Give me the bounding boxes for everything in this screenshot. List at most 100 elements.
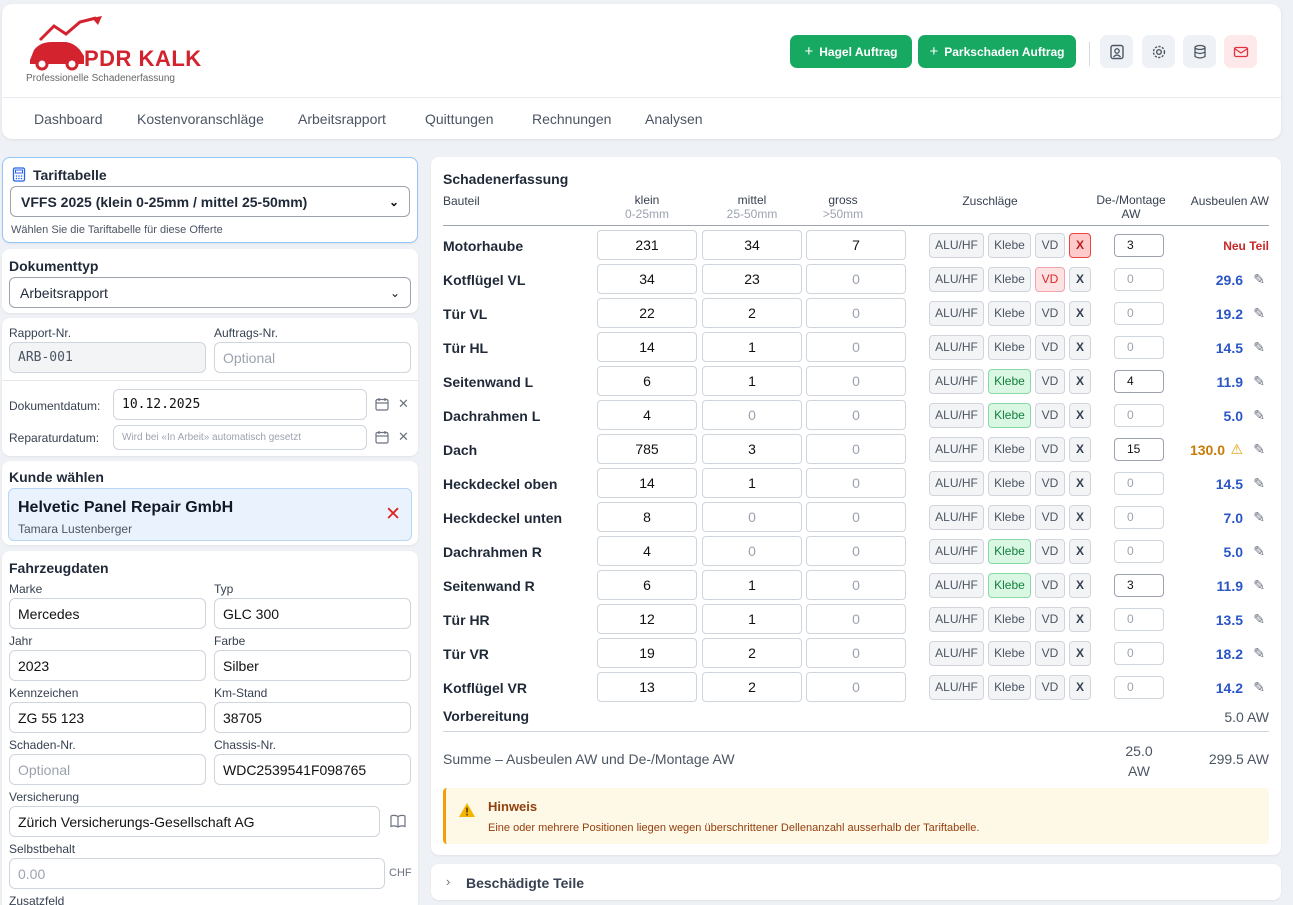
medium-dent-count[interactable]: 0 — [702, 400, 802, 430]
remove-customer-icon[interactable]: ✕ — [385, 504, 401, 525]
exclude-toggle[interactable]: X — [1069, 267, 1091, 292]
edit-pencil-icon[interactable]: ✎ — [1253, 373, 1265, 389]
doctype-select[interactable]: Arbeitsrapport ⌄ — [9, 277, 411, 308]
klebe-toggle[interactable]: Klebe — [988, 233, 1031, 258]
chassis-field[interactable]: WDC2539541F098765 — [214, 754, 411, 785]
alu-hf-toggle[interactable]: ALU/HF — [929, 437, 984, 462]
large-dent-count[interactable]: 0 — [806, 536, 906, 566]
km-field[interactable]: 38705 — [214, 702, 411, 733]
vd-toggle[interactable]: VD — [1035, 539, 1065, 564]
damage-nr-field[interactable]: Optional — [9, 754, 206, 785]
database-button[interactable] — [1183, 35, 1216, 68]
vd-toggle[interactable]: VD — [1035, 335, 1065, 360]
book-icon[interactable] — [390, 814, 406, 828]
mount-field[interactable]: 0 — [1114, 506, 1164, 529]
small-dent-count[interactable]: 14 — [597, 468, 697, 498]
large-dent-count[interactable]: 0 — [806, 400, 906, 430]
vd-toggle[interactable]: VD — [1035, 573, 1065, 598]
alu-hf-toggle[interactable]: ALU/HF — [929, 471, 984, 496]
klebe-toggle[interactable]: Klebe — [988, 573, 1031, 598]
medium-dent-count[interactable]: 2 — [702, 672, 802, 702]
order-nr-field[interactable]: Optional — [214, 342, 411, 373]
vd-toggle[interactable]: VD — [1035, 437, 1065, 462]
large-dent-count[interactable]: 0 — [806, 434, 906, 464]
exclude-toggle[interactable]: X — [1069, 233, 1091, 258]
alu-hf-toggle[interactable]: ALU/HF — [929, 539, 984, 564]
large-dent-count[interactable]: 0 — [806, 638, 906, 668]
klebe-toggle[interactable]: Klebe — [988, 607, 1031, 632]
medium-dent-count[interactable]: 1 — [702, 604, 802, 634]
small-dent-count[interactable]: 785 — [597, 434, 697, 464]
large-dent-count[interactable]: 0 — [806, 672, 906, 702]
doc-date-field[interactable]: 10.12.2025 — [113, 389, 367, 420]
edit-pencil-icon[interactable]: ✎ — [1253, 577, 1265, 593]
small-dent-count[interactable]: 22 — [597, 298, 697, 328]
exclude-toggle[interactable]: X — [1069, 505, 1091, 530]
alu-hf-toggle[interactable]: ALU/HF — [929, 573, 984, 598]
medium-dent-count[interactable]: 3 — [702, 434, 802, 464]
medium-dent-count[interactable]: 23 — [702, 264, 802, 294]
medium-dent-count[interactable]: 34 — [702, 230, 802, 260]
mount-field[interactable]: 3 — [1114, 234, 1164, 257]
klebe-toggle[interactable]: Klebe — [988, 505, 1031, 530]
small-dent-count[interactable]: 34 — [597, 264, 697, 294]
small-dent-count[interactable]: 8 — [597, 502, 697, 532]
klebe-toggle[interactable]: Klebe — [988, 335, 1031, 360]
alu-hf-toggle[interactable]: ALU/HF — [929, 403, 984, 428]
exclude-toggle[interactable]: X — [1069, 539, 1091, 564]
alu-hf-toggle[interactable]: ALU/HF — [929, 641, 984, 666]
mount-field[interactable]: 0 — [1114, 302, 1164, 325]
damaged-parts-accordion[interactable]: › Beschädigte Teile — [431, 864, 1281, 900]
mount-field[interactable]: 0 — [1114, 336, 1164, 359]
mount-field[interactable]: 4 — [1114, 370, 1164, 393]
klebe-toggle[interactable]: Klebe — [988, 471, 1031, 496]
nav-dashboard[interactable]: Dashboard — [34, 111, 103, 127]
exclude-toggle[interactable]: X — [1069, 403, 1091, 428]
edit-pencil-icon[interactable]: ✎ — [1253, 611, 1265, 627]
vd-toggle[interactable]: VD — [1035, 403, 1065, 428]
edit-pencil-icon[interactable]: ✎ — [1253, 271, 1265, 287]
exclude-toggle[interactable]: X — [1069, 437, 1091, 462]
alu-hf-toggle[interactable]: ALU/HF — [929, 505, 984, 530]
large-dent-count[interactable]: 0 — [806, 298, 906, 328]
alu-hf-toggle[interactable]: ALU/HF — [929, 233, 984, 258]
settings-button[interactable] — [1142, 35, 1175, 68]
mount-field[interactable]: 0 — [1114, 540, 1164, 563]
alu-hf-toggle[interactable]: ALU/HF — [929, 335, 984, 360]
medium-dent-count[interactable]: 2 — [702, 298, 802, 328]
large-dent-count[interactable]: 0 — [806, 604, 906, 634]
exclude-toggle[interactable]: X — [1069, 607, 1091, 632]
edit-pencil-icon[interactable]: ✎ — [1253, 305, 1265, 321]
small-dent-count[interactable]: 19 — [597, 638, 697, 668]
klebe-toggle[interactable]: Klebe — [988, 369, 1031, 394]
mail-button[interactable] — [1224, 35, 1257, 68]
mount-field[interactable]: 0 — [1114, 676, 1164, 699]
small-dent-count[interactable]: 231 — [597, 230, 697, 260]
logo[interactable]: PDR KALK Professionelle Schadenerfassung — [26, 16, 206, 91]
edit-pencil-icon[interactable]: ✎ — [1253, 543, 1265, 559]
vd-toggle[interactable]: VD — [1035, 369, 1065, 394]
clear-date-icon[interactable]: ✕ — [398, 396, 409, 411]
klebe-toggle[interactable]: Klebe — [988, 403, 1031, 428]
vd-toggle[interactable]: VD — [1035, 471, 1065, 496]
plate-field[interactable]: ZG 55 123 — [9, 702, 206, 733]
medium-dent-count[interactable]: 0 — [702, 536, 802, 566]
alu-hf-toggle[interactable]: ALU/HF — [929, 267, 984, 292]
edit-pencil-icon[interactable]: ✎ — [1253, 407, 1265, 423]
small-dent-count[interactable]: 6 — [597, 570, 697, 600]
vd-toggle[interactable]: VD — [1035, 641, 1065, 666]
small-dent-count[interactable]: 14 — [597, 332, 697, 362]
mount-field[interactable]: 0 — [1114, 642, 1164, 665]
mount-field[interactable]: 0 — [1114, 608, 1164, 631]
insurance-field[interactable]: Zürich Versicherungs-Gesellschaft AG — [9, 806, 380, 837]
large-dent-count[interactable]: 7 — [806, 230, 906, 260]
tariff-select[interactable]: VFFS 2025 (klein 0-25mm / mittel 25-50mm… — [10, 186, 410, 217]
mount-field[interactable]: 0 — [1114, 472, 1164, 495]
exclude-toggle[interactable]: X — [1069, 573, 1091, 598]
large-dent-count[interactable]: 0 — [806, 468, 906, 498]
color-field[interactable]: Silber — [214, 650, 411, 681]
alu-hf-toggle[interactable]: ALU/HF — [929, 301, 984, 326]
small-dent-count[interactable]: 12 — [597, 604, 697, 634]
klebe-toggle[interactable]: Klebe — [988, 641, 1031, 666]
mount-field[interactable]: 0 — [1114, 268, 1164, 291]
